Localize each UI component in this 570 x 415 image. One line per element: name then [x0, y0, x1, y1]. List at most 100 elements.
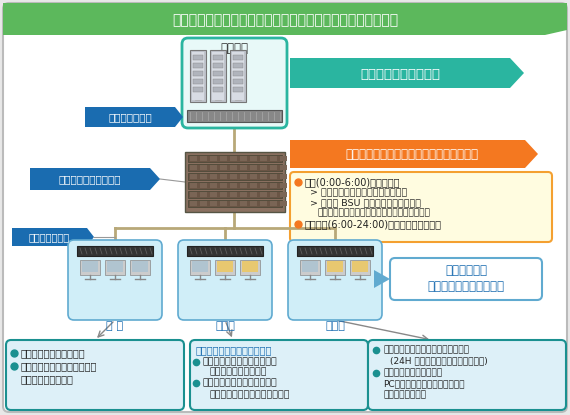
- Bar: [240, 192, 247, 197]
- FancyBboxPatch shape: [68, 240, 162, 320]
- FancyBboxPatch shape: [390, 258, 542, 300]
- Polygon shape: [374, 270, 390, 288]
- Bar: [107, 261, 123, 272]
- Bar: [250, 201, 257, 206]
- Bar: [200, 201, 207, 206]
- Bar: [190, 174, 197, 179]
- Bar: [132, 261, 148, 272]
- Text: 基本的に常時フル稼働: 基本的に常時フル稼働: [360, 68, 440, 81]
- Bar: [210, 165, 217, 170]
- Bar: [190, 156, 197, 161]
- Bar: [200, 174, 207, 179]
- Text: 自動ポート省電力機能で: 自動ポート省電力機能で: [383, 369, 442, 378]
- Bar: [187, 246, 263, 256]
- Bar: [280, 174, 287, 179]
- Text: 深夜残業や休日出勤が・・・: 深夜残業や休日出勤が・・・: [196, 345, 272, 355]
- Bar: [190, 201, 197, 206]
- Bar: [187, 110, 282, 122]
- Bar: [233, 71, 243, 76]
- Bar: [220, 174, 227, 179]
- Bar: [270, 201, 277, 206]
- Bar: [270, 174, 277, 179]
- Polygon shape: [30, 168, 160, 190]
- Bar: [230, 201, 237, 206]
- Bar: [280, 183, 287, 188]
- Bar: [233, 79, 243, 84]
- Bar: [270, 183, 277, 188]
- Bar: [213, 55, 223, 60]
- Polygon shape: [290, 58, 524, 88]
- Bar: [188, 191, 282, 198]
- Bar: [280, 165, 287, 170]
- Bar: [230, 156, 237, 161]
- Text: なさそうな事務室のポートは: なさそうな事務室のポートは: [203, 378, 278, 388]
- FancyBboxPatch shape: [368, 340, 566, 410]
- Text: 平日昼間(6:00-24:00)は通常モードで動作: 平日昼間(6:00-24:00)は通常モードで動作: [305, 219, 442, 229]
- Bar: [232, 52, 244, 100]
- Bar: [185, 152, 285, 212]
- Bar: [77, 246, 153, 256]
- Text: 深夜(0:00-6:00)および休日: 深夜(0:00-6:00)および休日: [305, 177, 401, 187]
- Bar: [260, 192, 267, 197]
- Text: スケジュールスリープ機能で: スケジュールスリープ機能で: [21, 361, 97, 371]
- FancyBboxPatch shape: [290, 172, 552, 242]
- Bar: [250, 192, 257, 197]
- Bar: [130, 260, 150, 275]
- Bar: [215, 260, 235, 275]
- Text: PCの電源が落ちたポートのみを: PCの電源が落ちたポートのみを: [383, 379, 465, 388]
- Bar: [210, 183, 217, 188]
- Text: (24H 明かりが灯いている所も・・): (24H 明かりが灯いている所も・・): [390, 356, 488, 366]
- FancyBboxPatch shape: [178, 240, 272, 320]
- Text: 自動ポート省電力機能: 自動ポート省電力機能: [210, 368, 267, 376]
- Bar: [213, 71, 223, 76]
- Bar: [250, 183, 257, 188]
- Bar: [193, 71, 203, 76]
- Bar: [260, 174, 267, 179]
- Bar: [230, 50, 246, 102]
- Text: バックボーンスイッチ: バックボーンスイッチ: [59, 174, 121, 184]
- Bar: [233, 87, 243, 92]
- Bar: [200, 192, 207, 197]
- Text: ダイナミック省エネの利用イメージ（大学で使用した場合）: ダイナミック省エネの利用イメージ（大学で使用した場合）: [172, 13, 398, 27]
- Bar: [188, 182, 282, 189]
- Bar: [190, 50, 206, 102]
- Bar: [350, 260, 370, 275]
- Bar: [200, 156, 207, 161]
- Bar: [327, 261, 343, 272]
- Bar: [250, 165, 257, 170]
- Text: > オンラインで省電力モードに切替: > オンラインで省電力モードに切替: [310, 188, 407, 198]
- Bar: [240, 156, 247, 161]
- Polygon shape: [85, 107, 183, 127]
- Bar: [192, 52, 204, 100]
- Bar: [220, 192, 227, 197]
- Bar: [220, 183, 227, 188]
- Bar: [217, 261, 233, 272]
- Text: 装置単位の省電力化: 装置単位の省電力化: [21, 374, 74, 384]
- Bar: [213, 79, 223, 84]
- Bar: [240, 165, 247, 170]
- Bar: [233, 55, 243, 60]
- Bar: [230, 192, 237, 197]
- FancyBboxPatch shape: [182, 38, 287, 128]
- Bar: [200, 183, 207, 188]
- Text: スケジュールでシャットダウン: スケジュールでシャットダウン: [210, 391, 291, 400]
- Bar: [240, 260, 260, 275]
- Bar: [80, 260, 100, 275]
- Bar: [240, 183, 247, 188]
- Text: トラフィック激減の深夜・休日は性能抑止: トラフィック激減の深夜・休日は性能抑止: [345, 147, 478, 161]
- Bar: [352, 261, 368, 272]
- Bar: [188, 200, 282, 207]
- Bar: [193, 87, 203, 92]
- Bar: [280, 192, 287, 197]
- Text: 深夜や休日は完全未使用: 深夜や休日は完全未使用: [21, 348, 86, 358]
- Bar: [300, 260, 320, 275]
- Bar: [297, 246, 373, 256]
- Text: > 待機系 BSU はコールドスタンバイ: > 待機系 BSU はコールドスタンバイ: [310, 198, 421, 208]
- Bar: [260, 156, 267, 161]
- Bar: [105, 260, 125, 275]
- Bar: [210, 192, 217, 197]
- Bar: [220, 201, 227, 206]
- Bar: [250, 156, 257, 161]
- FancyBboxPatch shape: [288, 240, 382, 320]
- Bar: [240, 201, 247, 206]
